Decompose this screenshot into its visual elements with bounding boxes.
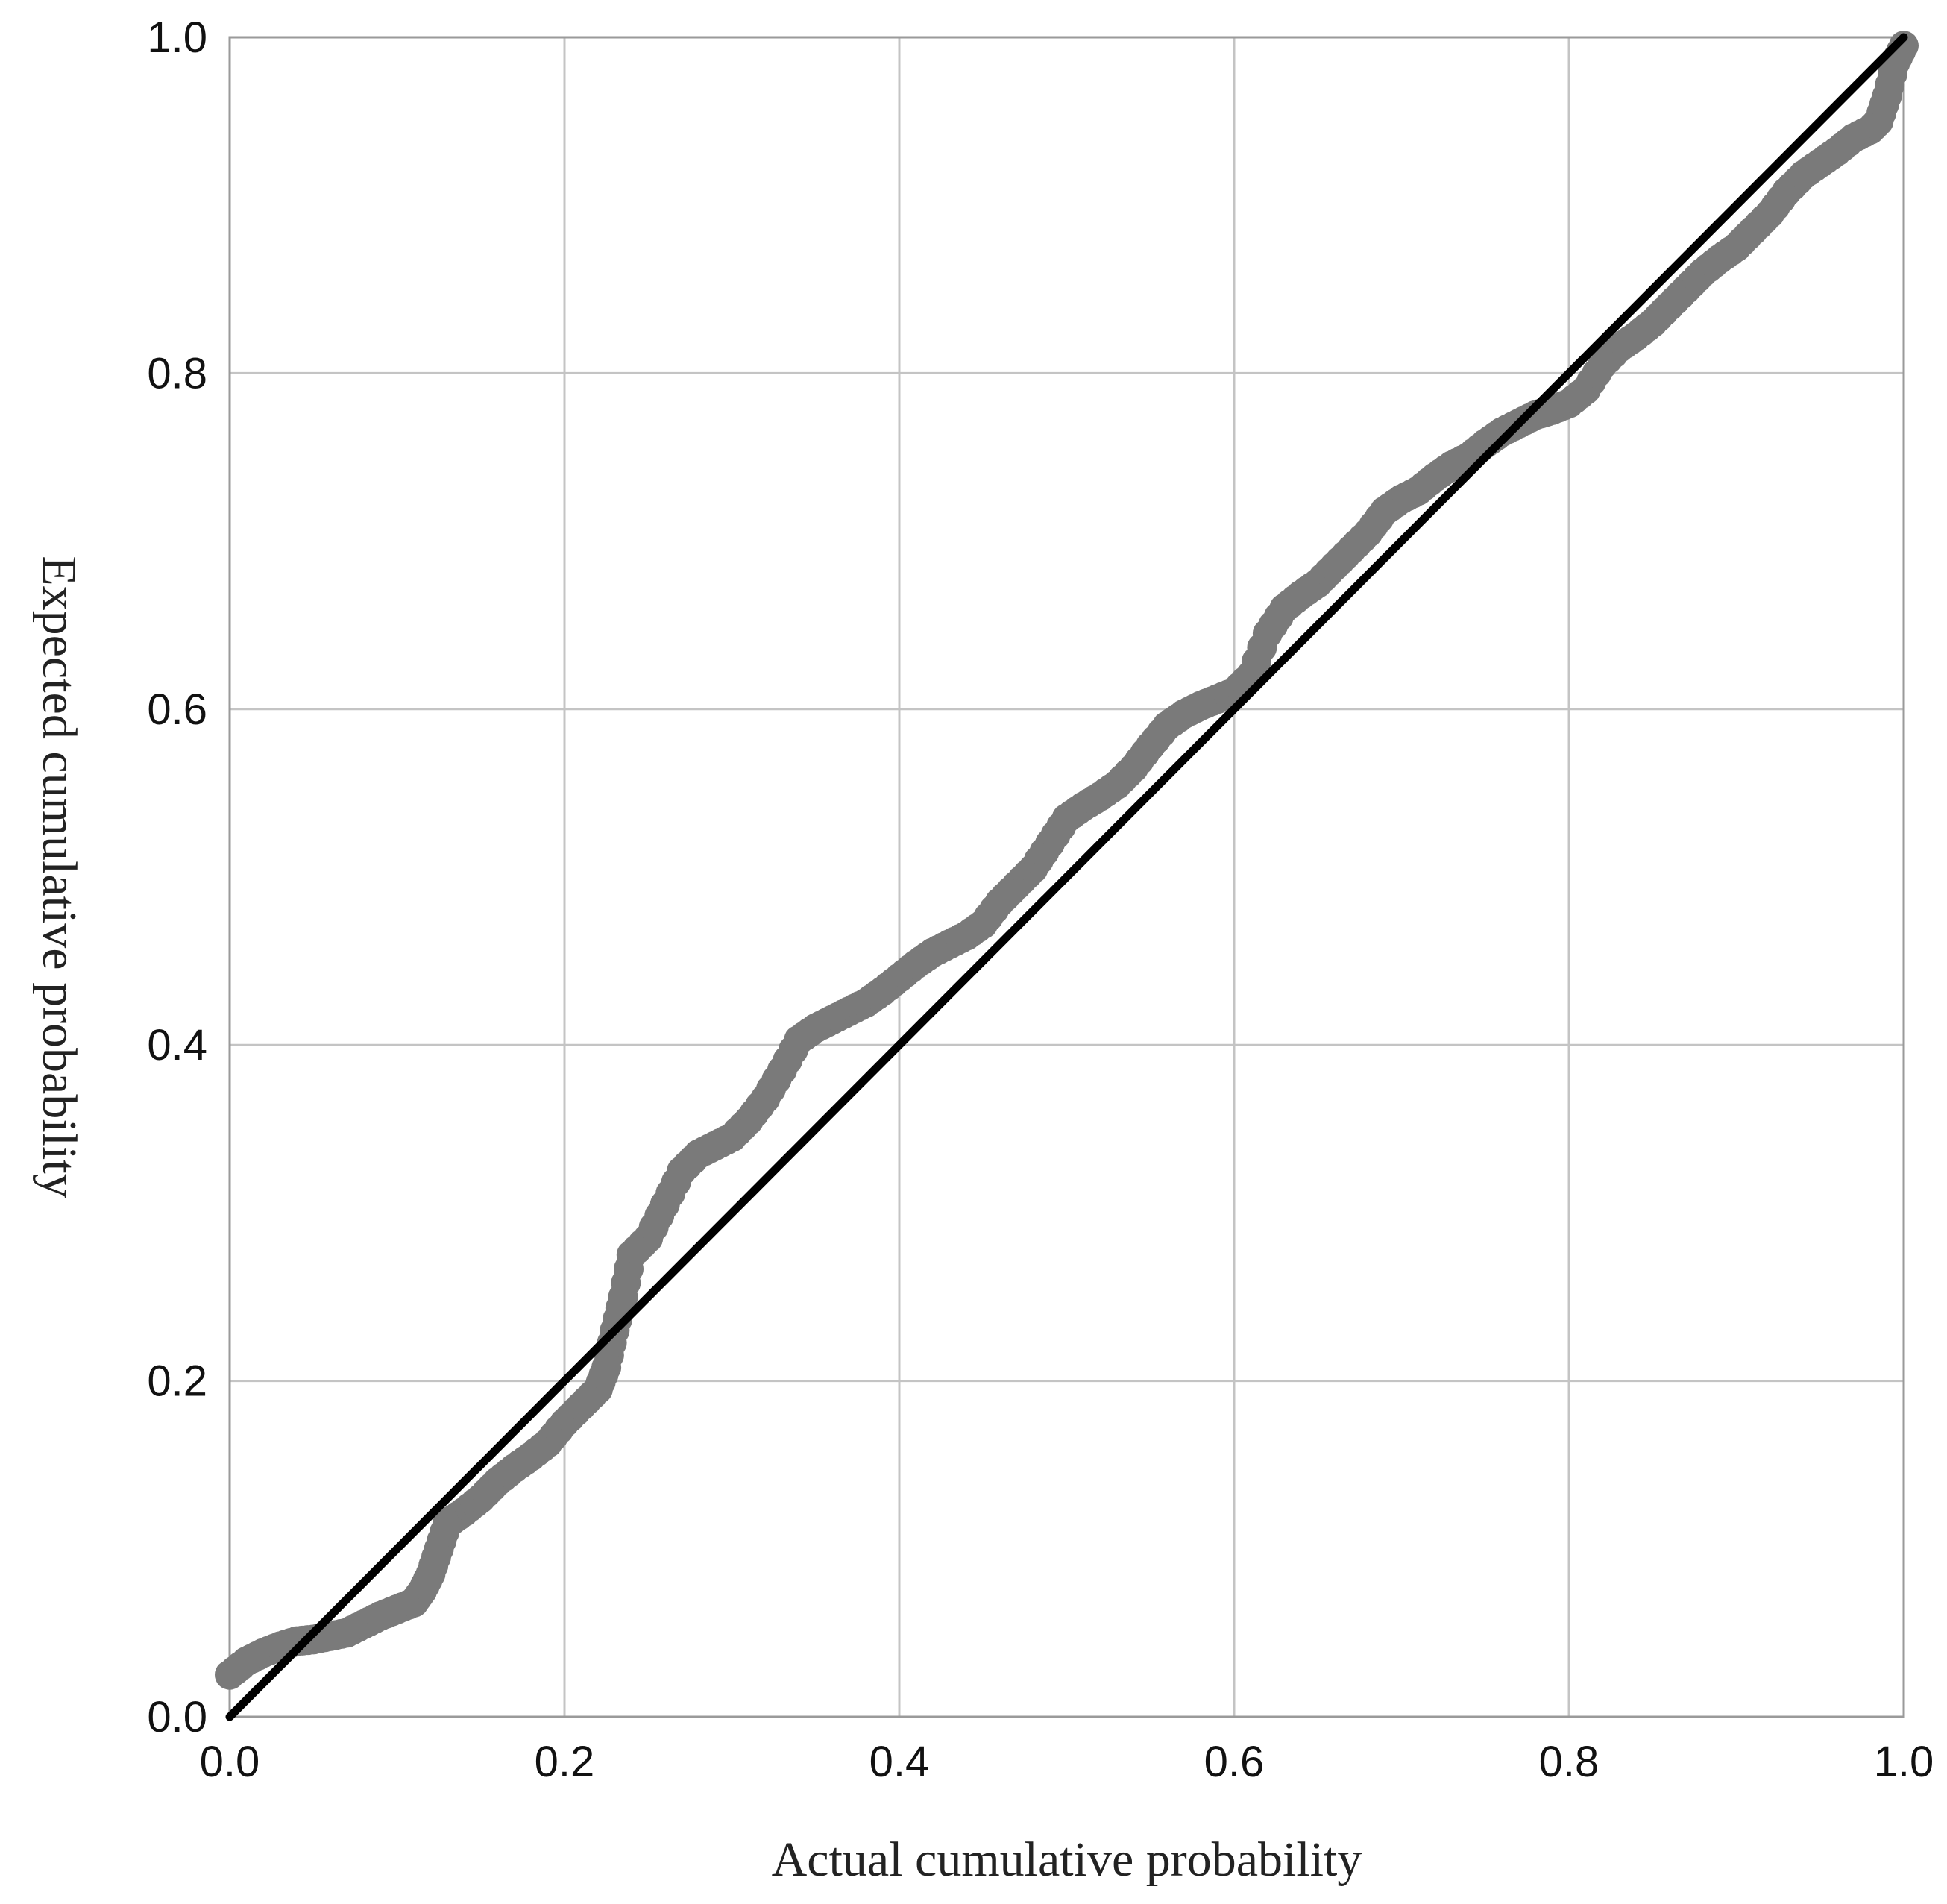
x-axis-title: Actual cumulative probability: [772, 1832, 1362, 1887]
y-tick-label: 0.0: [147, 1693, 207, 1741]
x-tick-label: 1.0: [1874, 1738, 1934, 1786]
x-tick-label: 0.4: [869, 1738, 930, 1786]
x-tick-label: 0.2: [535, 1738, 595, 1786]
y-tick-label: 1.0: [147, 13, 207, 62]
reference-line: [225, 33, 1908, 1721]
data-points: [215, 31, 1919, 1690]
y-axis-ticks: 0.0 0.2 0.4 0.6 0.8 1.0: [147, 13, 207, 1741]
grid: [228, 36, 1905, 1718]
y-tick-label: 0.4: [147, 1021, 207, 1069]
x-tick-label: 0.8: [1539, 1738, 1600, 1786]
x-axis-ticks: 0.0 0.2 0.4 0.6 0.8 1.0: [200, 1738, 1934, 1786]
y-tick-label: 0.6: [147, 685, 207, 734]
y-tick-label: 0.8: [147, 349, 207, 398]
x-tick-label: 0.0: [200, 1738, 260, 1786]
plot-frame: [228, 36, 1905, 1718]
data-point: [1889, 31, 1919, 61]
y-axis-title: Expected cumulative probability: [32, 556, 87, 1198]
y-tick-label: 0.2: [147, 1357, 207, 1406]
x-tick-label: 0.6: [1204, 1738, 1265, 1786]
